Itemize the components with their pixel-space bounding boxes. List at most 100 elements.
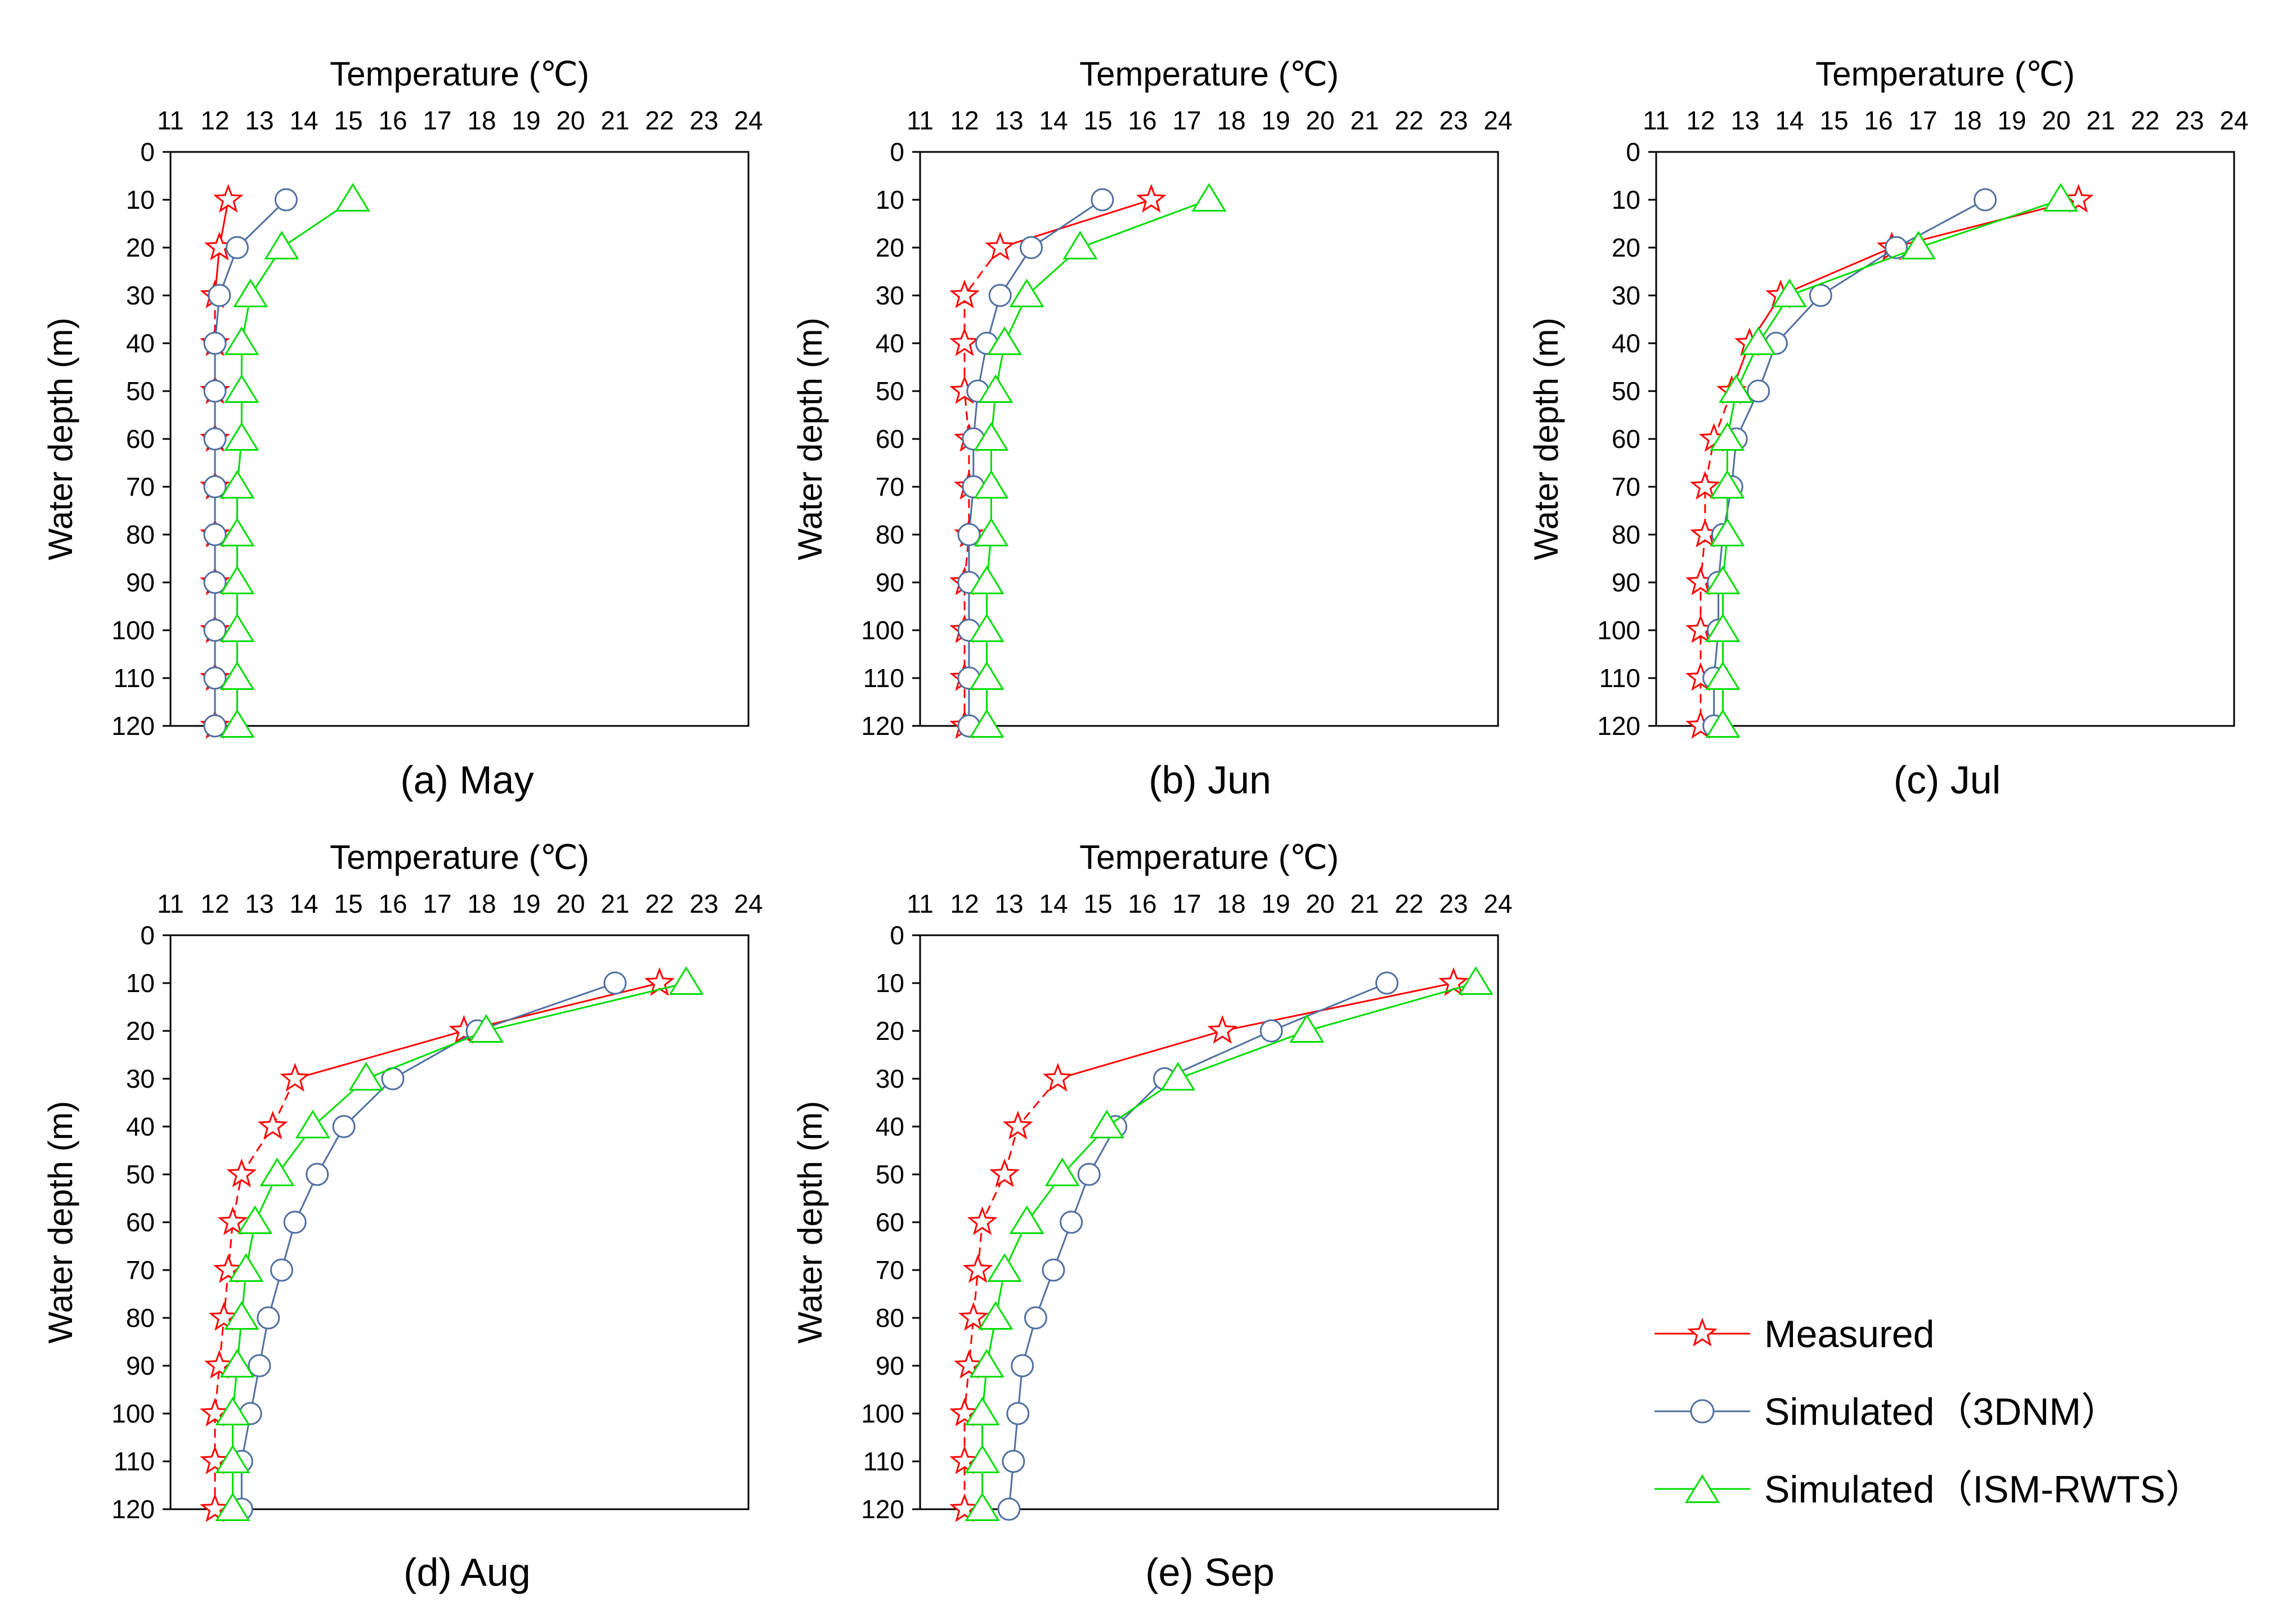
- y-tick-label: 30: [876, 1064, 904, 1093]
- data-point-measured: [949, 279, 980, 308]
- y-tick-label: 0: [890, 921, 904, 950]
- y-tick-label: 20: [1612, 233, 1640, 262]
- x-tick-label: 23: [2175, 106, 2204, 135]
- data-point-sim3dnm: [1375, 971, 1398, 995]
- x-tick-label: 20: [2042, 106, 2070, 135]
- x-tick-label: 19: [512, 106, 540, 135]
- data-point-measured: [213, 183, 244, 213]
- series-line-sim3dnm: [240, 982, 616, 1509]
- data-point-measured: [208, 1302, 239, 1331]
- data-point-sim3dnm: [203, 618, 227, 642]
- x-tick-label: 19: [512, 889, 540, 918]
- data-point-measured: [1136, 183, 1167, 213]
- data-point-sim3dnm: [1747, 379, 1770, 403]
- data-point-sim3dnm: [203, 475, 227, 499]
- data-point-simism: [233, 279, 268, 307]
- data-point-simism: [965, 1397, 1000, 1425]
- data-point-measured: [1207, 1015, 1238, 1044]
- y-tick-label: 10: [126, 185, 155, 214]
- series-line-simism: [981, 982, 1476, 1509]
- y-tick-label: 70: [126, 472, 155, 501]
- data-point-measured: [985, 231, 1016, 261]
- y-tick-label: 10: [126, 968, 155, 998]
- y-tick-label: 0: [1626, 137, 1640, 167]
- data-point-simism: [224, 422, 259, 451]
- chart-panel: 11 12 13 14 15 16 17 18 19 20 21 22 23 24 0 10 20 30 40 50 6…: [42, 55, 763, 802]
- y-tick-label: 30: [126, 281, 155, 310]
- data-point-simism: [969, 1349, 1005, 1378]
- data-point-sim3dnm: [274, 188, 298, 212]
- x-tick-label: 11: [1643, 106, 1670, 135]
- data-point-sim3dnm: [1077, 1163, 1101, 1186]
- legend-entry-ism-rwts: Simulated（ISM-RWTS）: [1654, 1468, 2204, 1511]
- y-axis-title: Water depth (m): [1527, 317, 1565, 560]
- y-tick-label: 70: [126, 1255, 155, 1285]
- x-tick-label: 21: [600, 889, 629, 918]
- x-tick-label: 21: [2086, 106, 2115, 135]
- x-tick-label: 24: [1483, 106, 1512, 135]
- data-point-sim3dnm: [270, 1258, 293, 1282]
- data-point-sim3dnm: [203, 379, 227, 403]
- data-point-measured: [958, 1302, 989, 1331]
- y-tick-label: 120: [861, 1495, 904, 1524]
- x-tick-label: 12: [200, 106, 229, 135]
- data-point-simism: [1009, 279, 1044, 307]
- data-point-simism: [969, 709, 1005, 738]
- y-tick-label: 100: [1597, 616, 1640, 645]
- data-point-sim3dnm: [1006, 1402, 1030, 1425]
- data-point-simism: [219, 518, 255, 546]
- data-point-sim3dnm: [1974, 188, 1997, 212]
- data-point-simism: [1062, 231, 1098, 259]
- y-tick-label: 90: [126, 568, 155, 597]
- data-point-simism: [1458, 966, 1494, 995]
- x-tick-label: 14: [1039, 106, 1068, 135]
- x-tick-label: 12: [1686, 106, 1715, 135]
- data-point-simism: [1160, 1062, 1196, 1091]
- series-line-simism: [1722, 199, 2061, 726]
- data-point-simism: [215, 1397, 250, 1425]
- y-axis-title: Water depth (m): [42, 1101, 79, 1343]
- x-tick-label: 13: [245, 889, 273, 918]
- data-point-simism: [974, 518, 1009, 546]
- y-tick-label: 60: [1612, 424, 1640, 454]
- plot-frame: [919, 934, 1499, 1510]
- series-line-simism: [236, 199, 353, 726]
- y-tick-label: 60: [876, 1208, 904, 1237]
- y-tick-label: 110: [863, 663, 904, 693]
- data-point-simism: [978, 374, 1014, 403]
- x-axis-title: Temperature (℃): [1079, 838, 1339, 876]
- x-tick-label: 20: [556, 889, 585, 918]
- x-tick-label: 23: [1439, 106, 1468, 135]
- data-point-simism: [1710, 422, 1745, 451]
- data-point-sim3dnm: [1020, 236, 1043, 259]
- y-tick-label: 90: [1612, 568, 1640, 597]
- y-tick-label: 50: [876, 376, 904, 406]
- data-point-simism: [224, 374, 259, 403]
- data-point-sim3dnm: [1042, 1258, 1065, 1282]
- data-point-simism: [965, 1492, 1000, 1521]
- y-tick-label: 0: [140, 137, 155, 167]
- data-point-sim3dnm: [988, 284, 1012, 307]
- y-tick-label: 0: [890, 137, 904, 167]
- data-point-measured: [280, 1062, 311, 1092]
- x-tick-label: 17: [423, 106, 451, 135]
- x-tick-label: 22: [645, 106, 674, 135]
- data-point-measured: [1002, 1110, 1033, 1140]
- data-point-sim3dnm: [306, 1163, 329, 1186]
- legend-label-ism-rwts: Simulated（ISM-RWTS）: [1764, 1468, 2204, 1511]
- data-point-measured: [200, 1397, 230, 1426]
- data-point-simism: [1901, 231, 1936, 259]
- x-tick-label: 20: [556, 106, 585, 135]
- x-tick-label: 22: [1394, 889, 1423, 918]
- plot-frame: [169, 151, 750, 727]
- legend-label-measured: Measured: [1764, 1313, 1934, 1356]
- x-tick-label: 15: [1083, 106, 1112, 135]
- data-point-simism: [348, 1062, 384, 1091]
- y-tick-label: 120: [111, 711, 155, 741]
- data-point-simism: [969, 613, 1005, 642]
- y-tick-label: 120: [1597, 711, 1640, 741]
- legend-entry-3dnm: Simulated（3DNM）: [1654, 1390, 2119, 1433]
- x-tick-label: 22: [1394, 106, 1423, 135]
- x-tick-label: 13: [994, 106, 1023, 135]
- data-point-measured: [954, 1349, 984, 1379]
